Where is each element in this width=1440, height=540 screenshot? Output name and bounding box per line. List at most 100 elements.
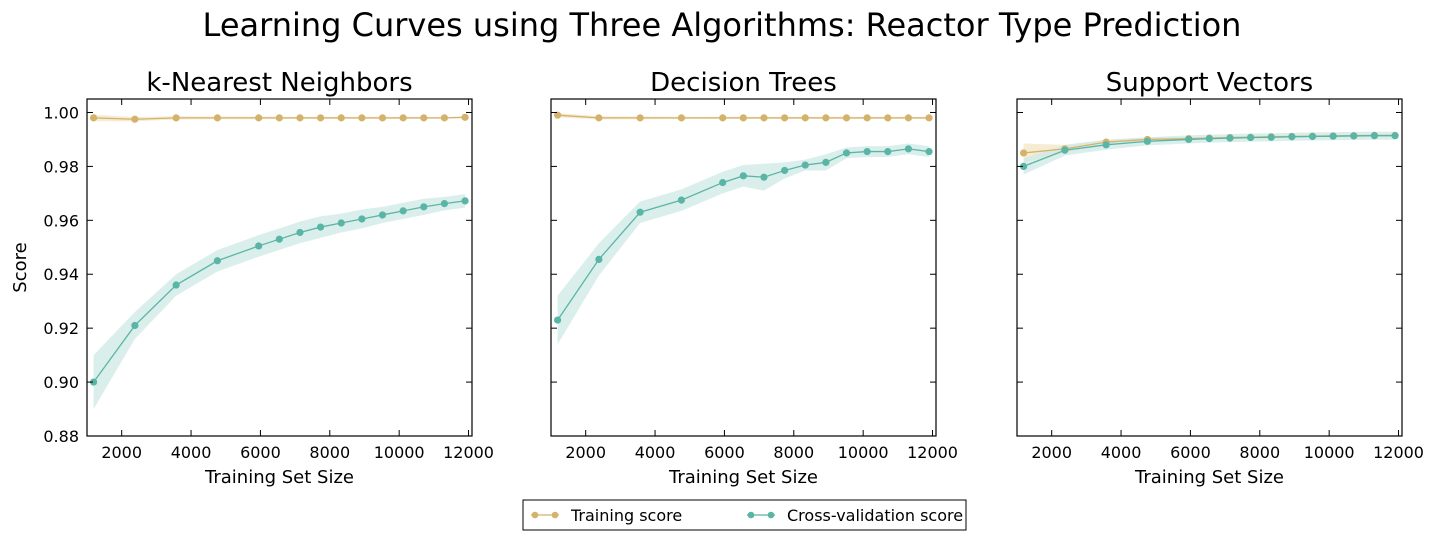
panel-title: Support Vectors	[1106, 68, 1313, 98]
x-tick-label: 6000	[704, 443, 745, 462]
point-cross-validation	[884, 147, 892, 156]
x-tick-label: 10000	[374, 443, 425, 462]
x-tick-label: 4000	[1101, 443, 1142, 462]
point-training	[904, 114, 913, 122]
panels: 2000 4000 6000 8000 10000 12000 0.88 0.90 0.92 0.…	[10, 68, 1424, 488]
point-cross-validation	[399, 207, 407, 215]
point-training	[822, 114, 830, 122]
point-cross-validation	[172, 281, 180, 289]
legend-label-cross-validation: Cross-validation score	[787, 506, 963, 525]
point-training	[884, 114, 892, 122]
point-training	[213, 114, 222, 122]
point-training	[636, 114, 644, 122]
x-tick-label: 8000	[309, 443, 350, 462]
point-cross-validation	[553, 316, 562, 324]
point-cross-validation	[213, 257, 222, 265]
point-training	[358, 114, 366, 122]
point-cross-validation	[131, 321, 139, 330]
y-tick-label: 0.94	[43, 265, 79, 284]
point-cross-validation	[296, 228, 304, 237]
y-tick-label: 0.90	[43, 373, 79, 392]
point-cross-validation	[358, 215, 366, 223]
y-tick-label: 0.96	[43, 211, 79, 230]
x-tick-label: 8000	[773, 443, 814, 462]
point-cross-validation	[595, 255, 603, 264]
point-training	[89, 114, 98, 122]
point-training	[553, 111, 562, 119]
legend: Training score Cross-validation score	[522, 499, 967, 531]
point-training	[801, 114, 809, 122]
point-training	[337, 114, 345, 122]
legend-box	[522, 499, 967, 531]
point-cross-validation	[822, 158, 830, 166]
point-cross-validation	[719, 178, 727, 187]
point-cross-validation	[801, 161, 809, 169]
point-cross-validation	[1247, 133, 1255, 142]
y-axis-label: Score	[10, 242, 31, 292]
x-axis-label: Training Set Size	[1134, 467, 1284, 488]
point-cross-validation	[275, 235, 283, 243]
x-tick-label: 4000	[635, 443, 676, 462]
point-cross-validation	[420, 203, 428, 211]
point-training	[399, 114, 407, 122]
point-cross-validation	[842, 149, 851, 157]
legend-label-training: Training score	[570, 506, 682, 525]
x-tick-label: 12000	[443, 443, 494, 462]
point-cross-validation	[1350, 132, 1358, 140]
point-training	[131, 115, 139, 123]
y-tick-label: 1.00	[43, 103, 79, 122]
point-training	[317, 114, 325, 122]
x-tick-label: 10000	[838, 443, 889, 462]
point-cross-validation	[925, 147, 933, 156]
point-cross-validation	[739, 172, 747, 180]
plot-area	[1019, 131, 1399, 175]
x-tick-label: 6000	[1170, 443, 1211, 462]
point-training	[739, 114, 747, 122]
point-cross-validation	[1329, 132, 1337, 140]
x-tick-label: 2000	[565, 443, 606, 462]
panel-3: 2000 4000 6000 8000 10000 12000 Support Vector…	[1016, 68, 1424, 488]
y-tick-label: 0.98	[43, 157, 79, 176]
x-tick-label: 2000	[1031, 443, 1072, 462]
point-training	[842, 114, 851, 122]
legend-marker-training	[551, 511, 559, 519]
point-training	[275, 114, 283, 122]
panel-1: 2000 4000 6000 8000 10000 12000 0.88 0.90 0.92 0.…	[10, 68, 494, 488]
point-training	[461, 113, 469, 121]
point-cross-validation	[440, 200, 449, 208]
point-cross-validation	[904, 145, 913, 153]
figure-title: Learning Curves using Three Algorithms: …	[203, 6, 1242, 44]
y-tick-label: 0.88	[43, 427, 79, 446]
panel-2: 2000 4000 6000 8000 10000 12000 Decision Trees…	[550, 68, 958, 488]
legend-marker-training	[531, 511, 539, 519]
x-tick-label: 12000	[907, 443, 958, 462]
point-training	[1019, 149, 1028, 157]
point-cross-validation	[1205, 135, 1213, 143]
point-cross-validation	[1288, 133, 1296, 141]
legend-marker-cross-validation	[767, 511, 775, 519]
point-cross-validation	[636, 208, 644, 216]
band-cross-validation	[1023, 131, 1396, 175]
x-tick-label: 2000	[101, 443, 142, 462]
point-cross-validation	[1061, 146, 1069, 154]
axes-frame	[1016, 98, 1403, 437]
point-cross-validation	[1102, 141, 1110, 149]
point-training	[781, 114, 789, 122]
point-cross-validation	[1226, 134, 1234, 142]
point-cross-validation	[1143, 137, 1152, 145]
point-training	[760, 114, 768, 122]
point-cross-validation	[461, 197, 469, 205]
band-cross-validation	[557, 143, 930, 345]
point-cross-validation	[317, 223, 325, 231]
x-axis-label: Training Set Size	[204, 467, 354, 488]
x-tick-label: 10000	[1304, 443, 1355, 462]
point-cross-validation	[760, 173, 768, 181]
point-cross-validation	[1308, 132, 1317, 141]
x-tick-label: 8000	[1239, 443, 1280, 462]
point-training	[719, 114, 727, 122]
x-tick-label: 4000	[171, 443, 212, 462]
point-training	[420, 114, 428, 122]
point-cross-validation	[378, 211, 387, 219]
point-training	[296, 114, 304, 122]
